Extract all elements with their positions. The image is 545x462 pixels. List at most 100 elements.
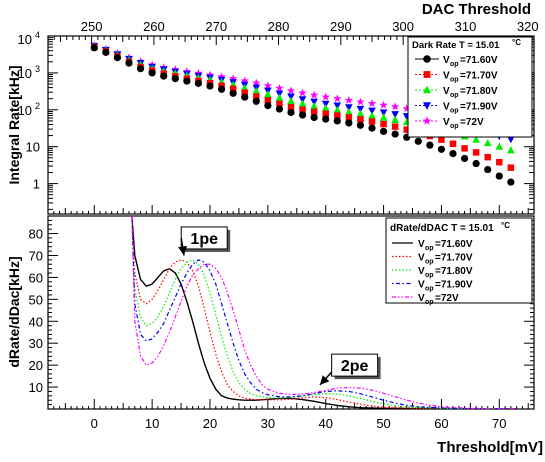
integral-point [461,145,468,152]
integral-point [102,48,110,56]
integral-point [345,119,353,127]
integral-point [263,81,273,90]
bottom-legend-unit: °C [501,221,510,230]
integral-point [276,100,283,108]
integral-point [507,146,515,154]
top-y-tick-label: 10 [18,32,32,47]
bottom-y-tick-label: 60 [29,270,43,285]
top-legend-sub: op [450,77,459,84]
integral-point [287,96,295,105]
integral-point [253,93,260,100]
integral-point [322,115,330,123]
bottom-x-tick-label: 60 [434,416,448,431]
bottom-legend-sub: op [425,286,434,293]
integral-point [380,120,387,128]
integral-point [160,72,168,80]
integral-point [391,130,399,138]
integral-point [252,86,261,95]
integral-point [356,121,365,129]
integral-point [229,89,237,97]
integral-point [356,105,365,114]
integral-point [345,107,353,116]
bottom-x-tick-label: 50 [376,416,390,431]
top-legend-sub: op [450,61,459,68]
integral-point [298,111,307,119]
integral-point [368,111,376,119]
integral-point [136,65,145,73]
integral-point [310,113,318,122]
top-y-axis-label: Integral Rate[kHz] [6,65,22,184]
integral-point [241,89,248,96]
top-y-tick-label: 10 [26,140,40,155]
top-y-tick-label: 10 [18,66,32,81]
integral-point [495,172,503,180]
integral-point [368,124,376,132]
integral-point [183,77,191,85]
integral-point [148,69,156,77]
annotation-text: 1pe [190,231,218,248]
top-y-tick-exponent: 3 [35,64,40,74]
integral-point [298,99,307,107]
integral-point [483,138,492,147]
top-legend-value: =71.70V [460,71,498,82]
top-y-tick-exponent: 4 [35,30,40,40]
integral-point [205,70,215,79]
top-legend-marker [423,71,431,78]
integral-point [310,108,318,116]
integral-point [356,109,365,117]
integral-point [90,44,98,52]
drate-series-0 [131,216,517,409]
top-legend-value: =71.80V [460,86,498,97]
annotation-1: 2pe [319,353,381,386]
bottom-y-tick-label: 80 [29,227,43,242]
top-legend-marker [423,85,431,94]
integral-point [449,140,457,148]
integral-point [438,136,445,143]
integral-point [264,101,272,110]
integral-point [125,59,133,67]
bottom-x-tick-label: 0 [91,416,98,431]
drate-annotations: 1pe 2pe [178,226,381,386]
top-legend-label: V [443,117,450,128]
integral-point [241,93,249,101]
bottom-legend-sub: op [425,245,434,252]
bottom-legend-label: V [418,293,425,304]
bottom-y-tick-label: 50 [29,292,43,307]
integral-point [496,158,503,166]
top-legend-marker [422,116,432,125]
dac-tick-label: 250 [81,19,103,34]
bottom-legend-label: V [418,253,425,264]
top-y-tick-exponent: 2 [35,101,40,111]
integral-rate-series [90,40,516,186]
integral-point [391,115,399,124]
integral-point [194,68,203,77]
integral-point [356,97,365,106]
bottom-legend-value: =71.80V [435,266,473,277]
integral-point [333,117,341,125]
top-legend-unit: °C [512,38,521,47]
bottom-x-tick-label: 70 [492,416,506,431]
dac-tick-label: 320 [517,19,539,34]
integral-point [460,154,469,163]
annotation-box [331,353,379,377]
bottom-legend-title: dRate/dDAC T = 15.01 [390,223,494,234]
bottom-x-axis-label: Threshold[mV] [437,439,543,456]
bottom-y-tick-label: 40 [29,314,43,329]
dac-tick-label: 310 [455,19,477,34]
annotation-arrowhead [319,375,330,385]
bottom-legend-value: =71.70V [435,253,473,264]
bottom-x-tick-label: 40 [318,416,332,431]
bottom-legend-sub: op [425,272,434,279]
integral-point [414,137,422,145]
top-legend-value: =72V [460,117,484,128]
bottom-legend-value: =71.90V [435,280,473,291]
integral-point [298,88,307,97]
integral-point [449,149,457,158]
integral-point [275,105,284,113]
integral-point [472,135,480,143]
integral-point [333,105,342,114]
integral-point [345,114,353,121]
